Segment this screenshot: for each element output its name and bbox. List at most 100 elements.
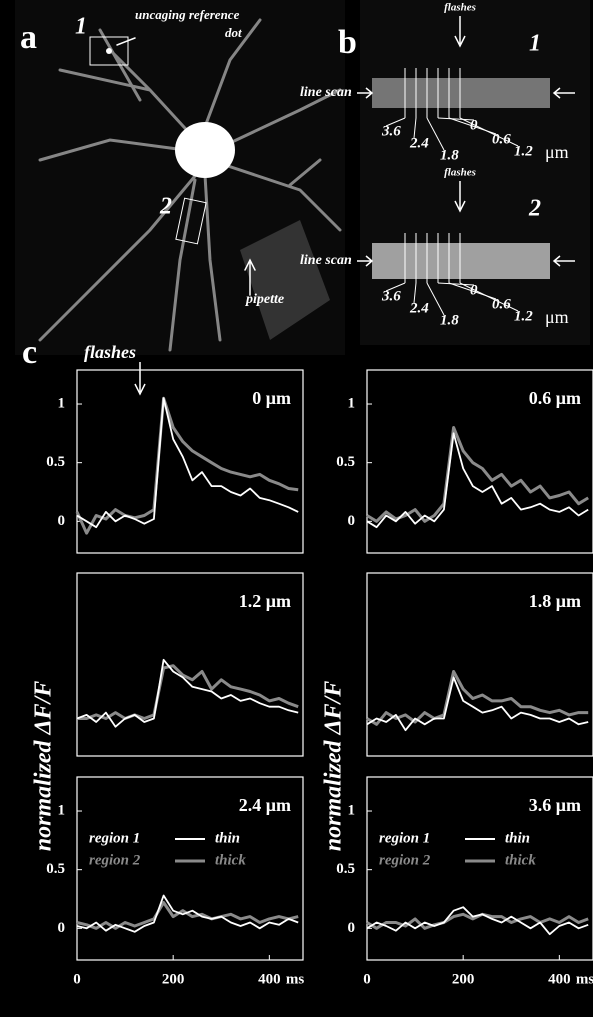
distance-label: 1.2 [514,143,533,159]
x-tick-label: 0 [363,971,371,987]
line-scan-band [372,243,550,279]
series-line [76,658,299,728]
arrow [552,255,575,267]
y-axis-label: normalized ΔF/F [321,681,347,851]
annotation: flashes [444,2,476,14]
x-axis-label: ms [576,971,593,987]
y-axis-label: normalized ΔF/F [31,681,57,851]
arrow [357,255,374,267]
arrow [552,87,575,99]
series-line [366,426,589,523]
leader-line [459,282,519,312]
distance-label: 3.6 [381,288,401,304]
y-tick-label: 0 [348,513,356,529]
plot-frame [366,572,593,757]
chart-title: 2.4 μm [239,795,291,815]
distance-label: 1.2 [514,308,533,324]
plot-frame [76,369,304,554]
series-line [75,396,299,535]
series-line [76,894,299,933]
unit-label: μm [545,142,569,162]
scan-number: 2 [528,196,541,222]
series-line [366,912,589,930]
y-tick-label: 0.5 [46,454,65,470]
plot-frame [366,776,593,961]
series-line [366,676,589,732]
series-line [76,397,299,529]
distance-label: 0 [470,282,478,298]
region-label: 2 [159,194,172,220]
distance-label: 1.8 [440,312,459,328]
annotation: flashes [84,342,136,362]
line-scan-band [372,78,550,108]
annotation: pipette [245,292,284,307]
panel-label: b [338,24,357,61]
y-tick-label: 0.5 [336,861,355,877]
leader-line [426,282,445,316]
annotation: line scan [300,85,352,100]
y-tick-label: 0 [58,920,66,936]
chart-title: 0.6 μm [529,388,581,408]
legend-note: thick [505,852,536,868]
plot-frame [76,572,304,757]
legend-note: thin [215,830,240,846]
y-tick-label: 0 [348,920,356,936]
distance-label: 2.4 [409,300,429,316]
annotation: line scan [300,253,352,268]
distance-label: 0 [470,117,478,133]
leader-line [413,282,417,304]
y-tick-label: 1 [58,802,66,818]
annotation: dot [225,25,242,40]
distance-label: 0.6 [492,131,511,147]
arrow [134,362,146,396]
chart-title: 1.2 μm [239,591,291,611]
region-label: 1 [75,14,87,40]
leader-line [385,282,406,292]
chart-title: 3.6 μm [529,795,581,815]
chart-title: 0 μm [252,388,291,408]
distance-label: 1.8 [440,147,459,163]
series-line [76,901,299,930]
series-line [366,432,589,529]
leader-line [437,282,475,286]
y-tick-label: 0.5 [46,861,65,877]
scan-number: 1 [529,31,541,57]
micrograph-b [360,0,590,345]
leader-line [413,117,417,139]
legend-note: thin [505,830,530,846]
legend-label: region 1 [379,830,430,846]
legend-label: region 2 [379,852,431,868]
arrow [357,87,374,99]
plot-frame [76,776,304,961]
legend-label: region 2 [89,852,141,868]
series-line [366,906,589,936]
distance-label: 3.6 [381,123,401,139]
series-line [366,670,589,726]
micrograph-a [15,0,345,355]
arrow [454,181,466,213]
y-tick-label: 1 [58,395,66,411]
y-tick-label: 0.5 [336,454,355,470]
panel-label: a [20,19,37,56]
series-line [77,664,299,720]
y-tick-label: 1 [348,395,356,411]
distance-label: 2.4 [409,135,429,151]
x-tick-label: 0 [73,971,81,987]
x-tick-label: 200 [162,971,185,987]
x-axis-label: ms [286,971,304,987]
plot-frame [366,369,593,554]
arrow [454,16,466,48]
leader-line [385,117,406,127]
x-tick-label: 200 [452,971,475,987]
unit-label: μm [545,307,569,327]
x-tick-label: 400 [258,971,281,987]
distance-label: 0.6 [492,296,511,312]
charts: 0 0.5 1 0 μm flashes 0 0.5 1 0.6 μm normalized ΔF… [31,342,593,987]
x-tick-label: 400 [548,971,571,987]
annotation: flashes [444,167,476,179]
leader-line [426,117,445,151]
legend-label: region 1 [89,830,140,846]
leader-line [459,117,519,147]
leader-line [437,117,475,121]
